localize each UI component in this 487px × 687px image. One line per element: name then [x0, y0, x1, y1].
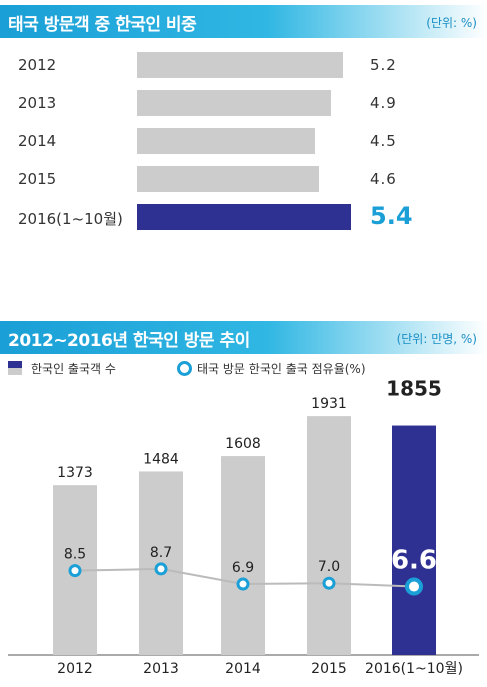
line-marker: [68, 564, 82, 578]
line-marker: [236, 577, 250, 591]
legend-line-label: 태국 방문 한국인 출국 점유율(%): [197, 362, 366, 376]
x-tick-label: 2013: [143, 661, 179, 677]
chart2-unit: (단위: 만명, %): [396, 332, 477, 346]
hbar-value-label: 4.5: [370, 132, 397, 150]
line-marker: [405, 577, 423, 596]
hbar-category-label: 2016(1~10월): [18, 210, 123, 228]
chart2-header: 2012~2016년 한국인 방문 추이 (단위: 만명, %): [0, 321, 487, 354]
chart2-title: 2012~2016년 한국인 방문 추이: [8, 331, 250, 351]
hbar-value-label: 5.4: [370, 202, 413, 230]
x-tick-label: 2014: [225, 661, 261, 677]
bar: [307, 416, 351, 655]
line-marker: [154, 562, 168, 576]
legend-line-marker-icon: [177, 361, 192, 376]
hbar-category-label: 2013: [18, 94, 57, 112]
bar: [221, 456, 265, 655]
hbar-category-label: 2014: [18, 132, 57, 150]
hbar: [137, 52, 344, 78]
hbar-value-label: 5.2: [370, 56, 397, 74]
chart1-title: 태국 방문객 중 한국인 비중: [8, 15, 197, 35]
x-tick-label: 2012: [57, 661, 93, 677]
bar-value-label: 1855: [386, 377, 442, 401]
bar-value-label: 1484: [143, 451, 179, 467]
line-value-label: 6.9: [232, 560, 254, 576]
line-marker: [322, 576, 336, 590]
hbar-category-label: 2015: [18, 170, 57, 188]
line-value-label: 6.6: [391, 546, 437, 576]
x-tick-label: 2015: [311, 661, 347, 677]
legend-bar-swatch-gray: [8, 368, 22, 375]
bar-value-label: 1931: [311, 396, 347, 412]
hbar: [137, 204, 351, 230]
chart1-unit: (단위: %): [426, 16, 477, 30]
bar-value-label: 1373: [57, 465, 93, 481]
line-value-label: 8.5: [64, 547, 86, 563]
line-value-label: 7.0: [318, 559, 340, 575]
hbar-value-label: 4.9: [370, 94, 397, 112]
hbar-category-label: 2012: [18, 56, 57, 74]
bar: [392, 425, 436, 655]
legend-bar-label: 한국인 출국객 수: [31, 362, 116, 376]
x-tick-label: 2016(1~10월): [365, 661, 463, 677]
hbar: [137, 90, 332, 116]
line-value-label: 8.7: [150, 545, 172, 561]
hbar: [137, 166, 320, 192]
bar-value-label: 1608: [225, 436, 261, 452]
hbar-value-label: 4.6: [370, 170, 397, 188]
chart1-header: 태국 방문객 중 한국인 비중 (단위: %): [0, 5, 487, 38]
hbar: [137, 128, 316, 154]
